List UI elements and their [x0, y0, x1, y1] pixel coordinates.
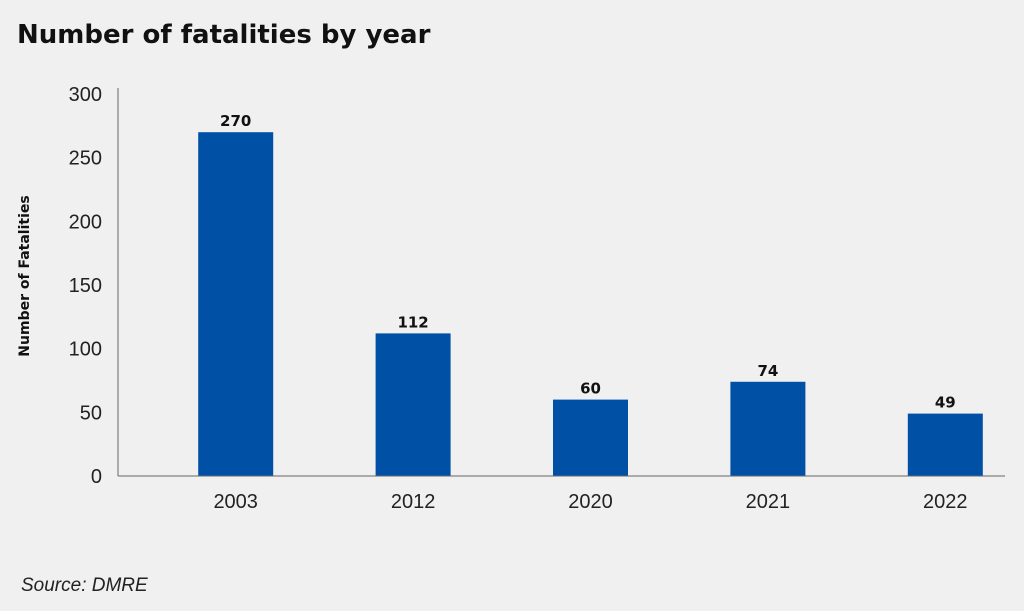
x-axis-ticks: 2003 2012 2020 2021 2022 [213, 491, 967, 513]
bar-2003 [198, 132, 274, 476]
bar-2021 [730, 381, 806, 476]
bar-2022 [907, 413, 983, 476]
y-tick-label: 0 [91, 466, 102, 488]
y-tick-label: 300 [69, 84, 102, 106]
y-tick-label: 50 [80, 402, 102, 424]
x-tick-label-2021: 2021 [746, 491, 791, 513]
bars [198, 132, 983, 476]
x-tick-label-2012: 2012 [391, 491, 436, 513]
bar-data-label-2012: 112 [397, 313, 428, 331]
y-axis-ticks: 0 50 100 150 200 250 300 [69, 84, 102, 488]
y-axis-title: Number of Fatalities [17, 195, 33, 356]
bar-2012 [375, 333, 451, 476]
source-note: Source: DMRE [21, 575, 148, 596]
bar-2020 [553, 399, 628, 476]
bar-data-label-2022: 49 [935, 394, 956, 412]
y-tick-label: 200 [69, 211, 102, 233]
bar-data-labels: 270 112 60 74 49 [220, 112, 956, 411]
chart-title: Number of fatalities by year [17, 20, 431, 50]
y-tick-label: 250 [69, 148, 102, 170]
y-tick-label: 100 [69, 339, 102, 361]
bar-data-label-2021: 74 [757, 362, 778, 380]
bar-data-label-2020: 60 [580, 380, 601, 398]
bar-data-label-2003: 270 [220, 112, 251, 130]
y-tick-label: 150 [69, 275, 102, 297]
x-tick-label-2003: 2003 [213, 491, 258, 513]
x-tick-label-2022: 2022 [923, 491, 968, 513]
x-tick-label-2020: 2020 [568, 491, 613, 513]
